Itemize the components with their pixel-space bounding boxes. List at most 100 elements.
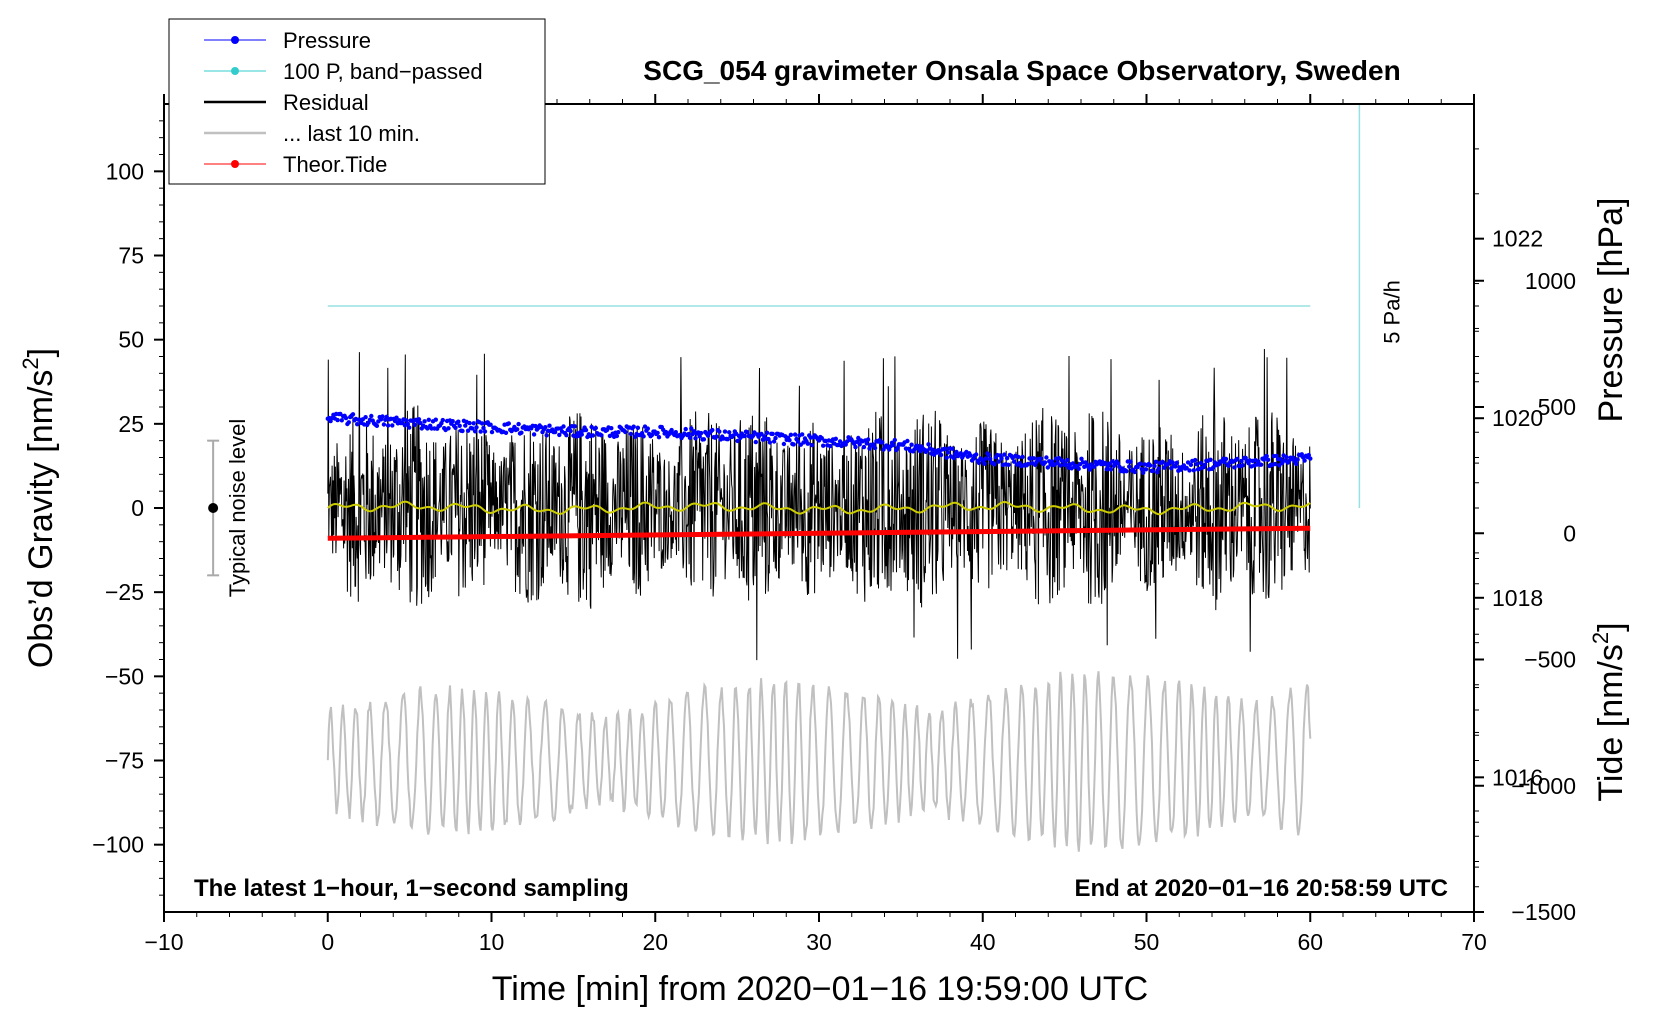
series-residual: [327, 348, 1311, 661]
legend-swatch-dot: [231, 67, 239, 75]
pressure-point: [792, 432, 798, 437]
y-tick-label-tide: −500: [1524, 647, 1576, 673]
pressure-point: [791, 442, 796, 447]
pressure-point: [457, 423, 462, 428]
pressure-point: [564, 433, 569, 438]
pressure-point: [1240, 463, 1246, 468]
pressure-point: [1103, 460, 1108, 466]
pressure-point: [472, 429, 478, 434]
pressure-point: [456, 419, 461, 424]
plot-data: [325, 104, 1361, 852]
legend-label: Residual: [283, 90, 369, 115]
series-pressure: [325, 411, 1313, 475]
pressure-point: [1306, 452, 1312, 458]
x-tick-label: 10: [479, 929, 505, 955]
pressure-point: [833, 436, 838, 441]
pressure-point: [346, 420, 351, 425]
pressure-point: [853, 444, 858, 450]
pressure-point: [951, 455, 956, 461]
y-tick-label-gravity: 25: [118, 411, 144, 437]
noise-level-label: Typical noise level: [225, 419, 250, 598]
pressure-point: [407, 425, 412, 430]
pressure-point: [1045, 465, 1051, 470]
pressure-point: [891, 442, 896, 448]
pressure-point: [1198, 460, 1204, 466]
pressure-point: [945, 450, 951, 455]
pressure-point: [369, 413, 374, 419]
y-tick-label-tide: 500: [1538, 394, 1576, 420]
y-tick-label-tide: −1500: [1511, 899, 1576, 925]
pressure-point: [572, 424, 577, 429]
pressure-point: [623, 429, 628, 435]
x-axis-title: Time [min] from 2020−01−16 19:59:00 UTC: [492, 970, 1148, 1008]
pressure-point: [482, 429, 488, 434]
y-axis-title-gravity-main: Obs’d Gravity [nm/s: [22, 370, 60, 669]
pressure-point: [982, 461, 987, 466]
pressure-point: [988, 456, 993, 462]
pressure-point: [1058, 463, 1063, 468]
y-axis-title-tide-sup: 2: [1588, 632, 1613, 644]
pressure-point: [1187, 468, 1192, 473]
pressure-point: [478, 429, 483, 434]
y-axis-title-tide-main: Tide [nm/s: [1592, 644, 1630, 801]
pressure-point: [1202, 462, 1208, 467]
pressure-point: [1138, 461, 1143, 466]
pressure-point: [693, 436, 698, 441]
pressure-point: [1127, 464, 1132, 469]
pressure-point: [745, 430, 750, 435]
pressure-point: [722, 429, 728, 434]
pressure-point: [857, 442, 862, 447]
pressure-point: [1280, 460, 1285, 466]
pressure-point: [727, 430, 732, 435]
pressure-point: [1152, 463, 1157, 469]
pressure-point: [1016, 454, 1021, 460]
pressure-point: [467, 420, 472, 426]
pressure-point: [750, 433, 756, 438]
pressure-point: [479, 421, 485, 426]
pressure-point: [543, 425, 548, 430]
pressure-point: [976, 460, 982, 466]
pressure-point: [1076, 466, 1081, 471]
series-last-10-min: [326, 671, 1312, 852]
pressure-point: [950, 446, 955, 451]
y-axis-title-pressure: Pressure [hPa]: [1592, 198, 1630, 423]
pressure-point: [335, 417, 340, 423]
pressure-point: [1070, 461, 1076, 466]
pressure-point: [568, 428, 573, 434]
pressure-point: [1156, 466, 1161, 471]
pressure-point: [488, 422, 493, 427]
pressure-point: [1079, 456, 1084, 461]
pressure-point: [519, 430, 524, 435]
pressure-point: [1044, 455, 1049, 460]
y-tick-label-gravity: −50: [105, 663, 144, 689]
pressure-point: [1063, 462, 1069, 467]
pressure-point: [764, 430, 770, 435]
pressure-point: [557, 432, 562, 438]
y-tick-label-gravity: −75: [105, 748, 144, 774]
pressure-point: [453, 425, 458, 430]
pressure-point: [1273, 461, 1278, 467]
pressure-point: [593, 425, 598, 431]
pressure-point: [905, 438, 910, 444]
legend-items: Pressure 100 P, band−passed Residual ... la…: [204, 28, 483, 177]
pressure-point: [416, 417, 422, 422]
pressure-point: [460, 428, 465, 434]
pressure-point: [590, 433, 596, 438]
pressure-point: [1108, 467, 1114, 472]
pressure-point: [394, 415, 399, 420]
pressure-point: [374, 423, 380, 428]
pressure-point: [938, 452, 944, 458]
pressure-point: [909, 442, 914, 447]
pressure-point: [992, 462, 997, 467]
pressure-point: [1025, 461, 1031, 467]
series-theor-tide: [327, 525, 1311, 541]
pressure-point: [583, 427, 589, 433]
y-tick-label-pressure: 1018: [1492, 585, 1543, 611]
pressure-point: [766, 436, 771, 442]
pressure-point: [1143, 467, 1149, 472]
pressure-point: [515, 427, 520, 432]
pressure-point: [673, 430, 678, 435]
x-tick-label: 60: [1297, 929, 1323, 955]
pressure-point: [1115, 461, 1121, 466]
